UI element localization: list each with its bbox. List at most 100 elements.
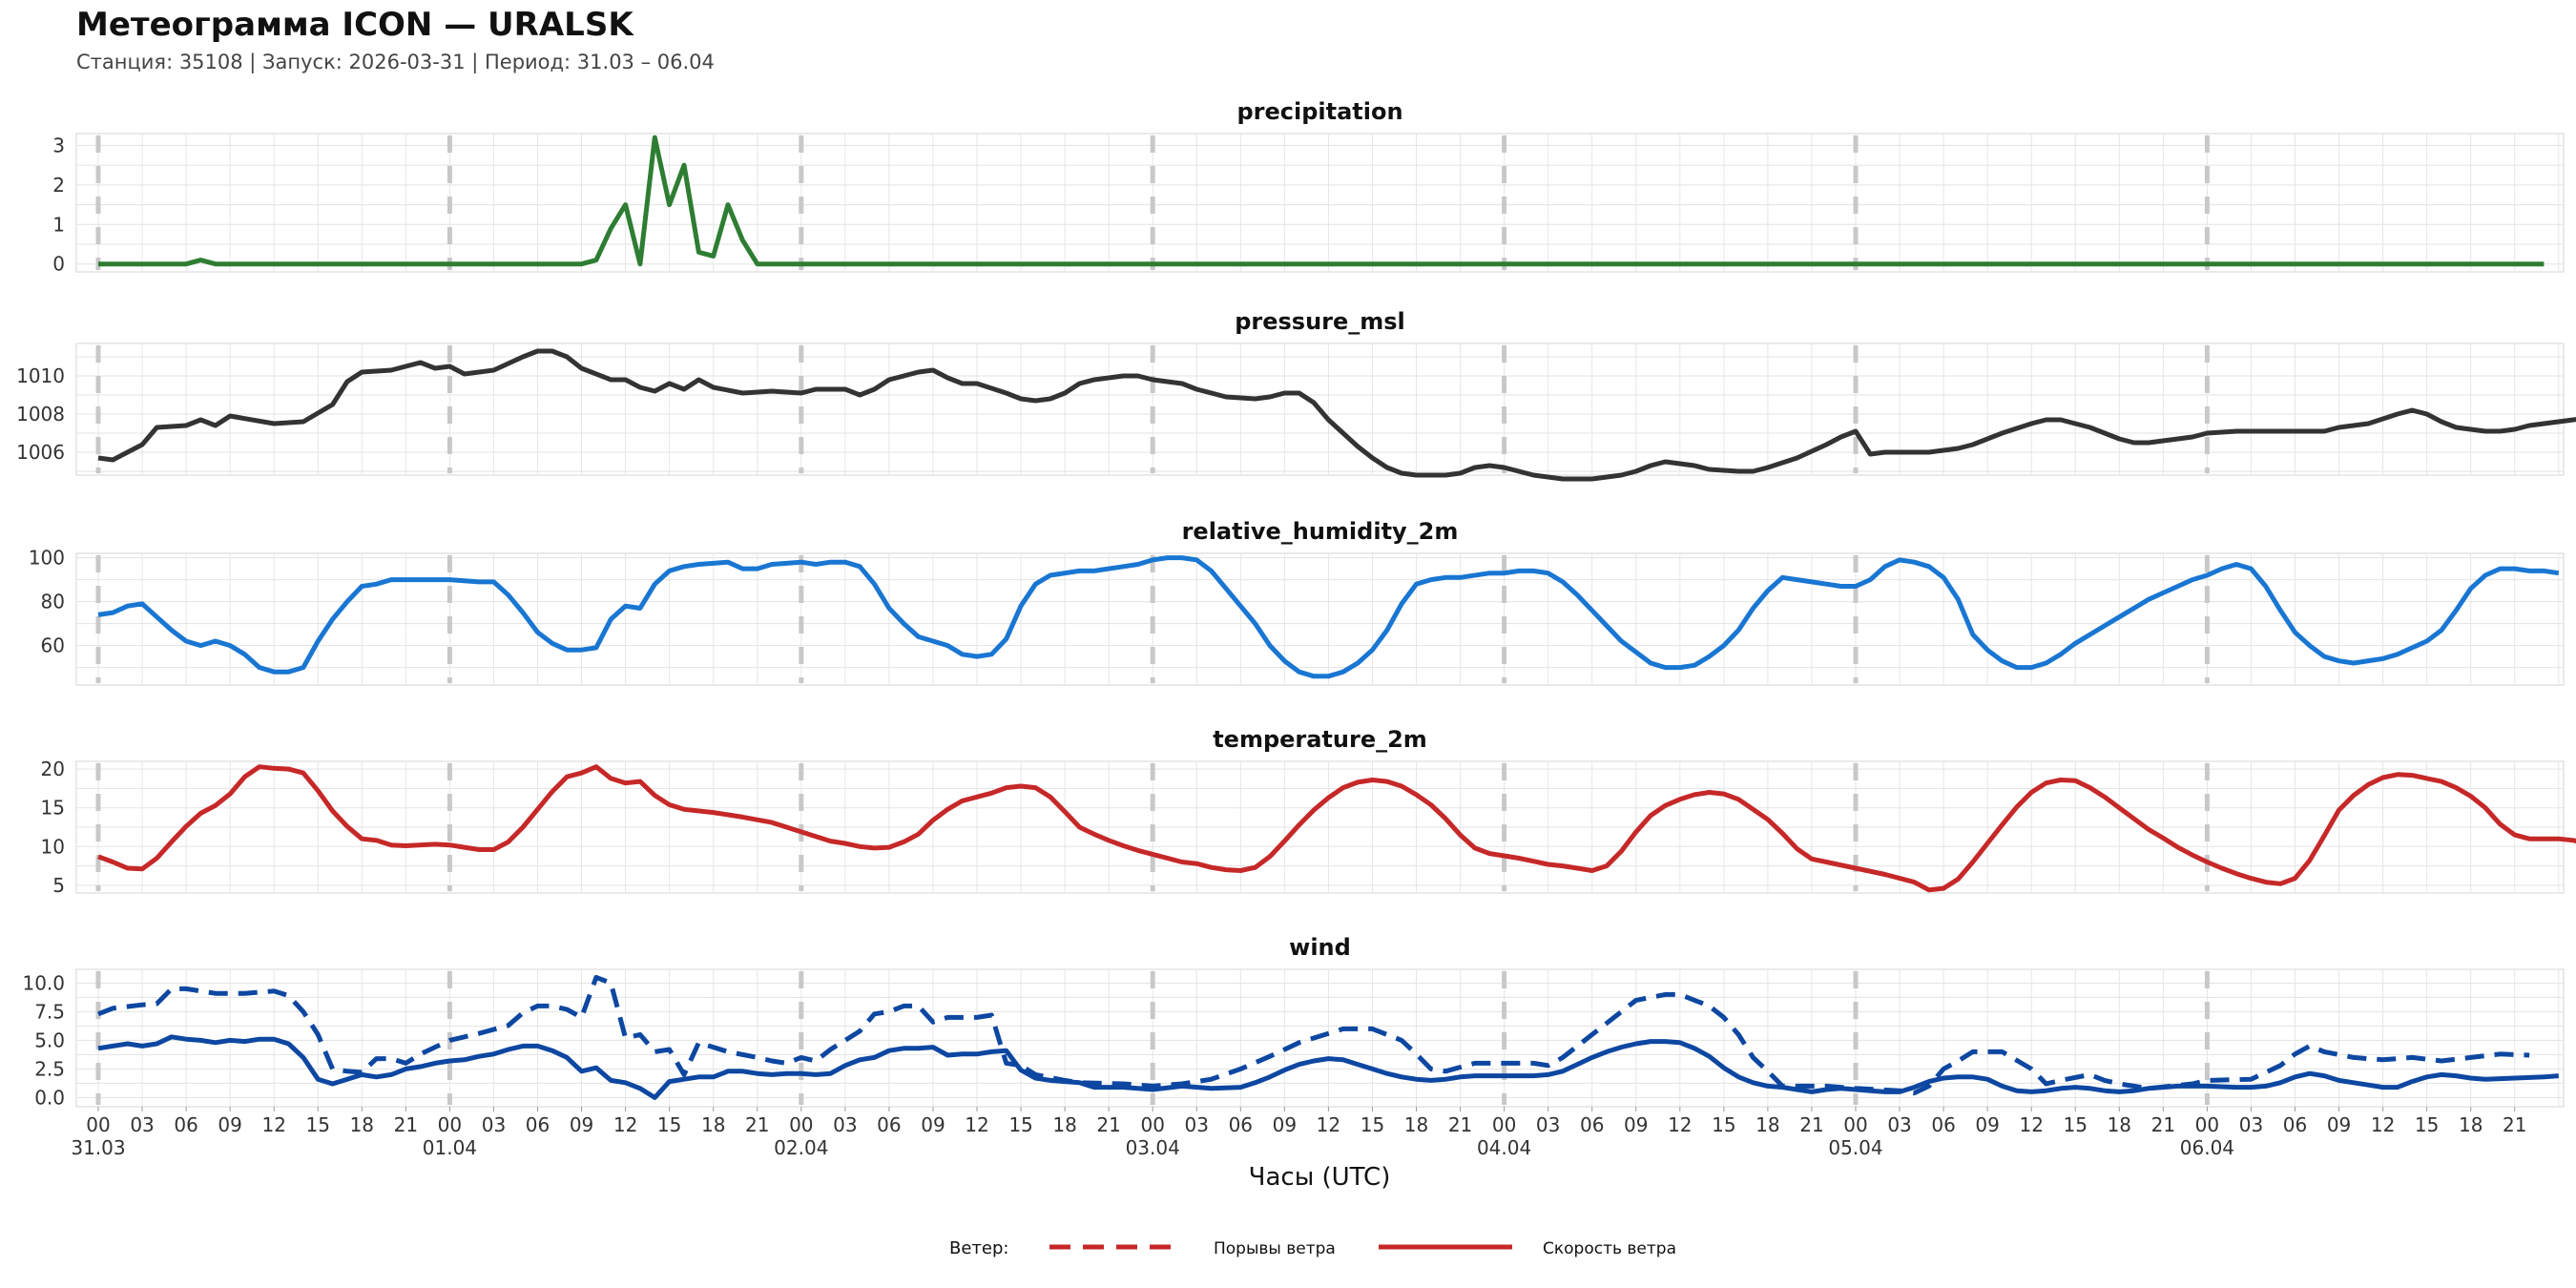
series-line-Скорость ветра — [97, 1034, 2559, 1100]
x-axis: 00 03 06 09 12 15 18 21 00 03 06 09 12 15 18 21 00 03 06 09… — [71, 1107, 2526, 1159]
x-tick-label: 18 — [1052, 1113, 1076, 1136]
x-tick-label: 00 — [86, 1113, 110, 1136]
x-tick-label: 18 — [701, 1113, 725, 1136]
y-tick-label: 7.5 — [34, 1000, 65, 1023]
x-tick-label: 09 — [1975, 1113, 1999, 1136]
y-tick-label: 5 — [52, 874, 65, 897]
panel-temperature_2m: 5 10 15 20 temperature_2m — [41, 726, 2576, 897]
x-tick-label: 21 — [2151, 1113, 2175, 1136]
x-tick-label: 03 — [1536, 1113, 1560, 1136]
x-tick-label: 21 — [2503, 1113, 2526, 1136]
y-tick-label: 1008 — [16, 403, 65, 426]
x-tick-label: 06 — [1229, 1113, 1253, 1136]
x-tick-label: 15 — [1712, 1113, 1735, 1136]
day-label: 03.04 — [1126, 1136, 1180, 1159]
x-tick-label: 18 — [2459, 1113, 2483, 1136]
x-tick-label: 06 — [1580, 1113, 1604, 1136]
x-tick-label: 00 — [1843, 1113, 1867, 1136]
x-tick-label: 06 — [2283, 1113, 2307, 1136]
x-tick-label: 03 — [482, 1113, 506, 1136]
y-tick-label: 1010 — [16, 364, 65, 387]
day-label: 02.04 — [774, 1136, 828, 1159]
x-tick-label: 06 — [526, 1113, 550, 1136]
x-tick-label: 12 — [965, 1113, 988, 1136]
legend: Ветер: Порывы ветра Скорость ветра — [949, 1238, 1676, 1258]
x-tick-label: 00 — [1492, 1113, 1516, 1136]
y-tick-label: 5.0 — [34, 1028, 65, 1051]
panel-relative_humidity_2m: 60 80 100 relative_humidity_2m — [29, 518, 2565, 686]
day-label: 06.04 — [2180, 1136, 2234, 1159]
series-line-precipitation — [98, 135, 2545, 267]
x-tick-label: 00 — [2195, 1113, 2219, 1136]
day-label: 05.04 — [1828, 1136, 1882, 1159]
series-line-relative_humidity_2m — [97, 555, 2560, 679]
series-line-temperature_2m — [97, 764, 2576, 893]
x-tick-label: 21 — [1799, 1113, 1823, 1136]
x-axis-label: Часы (UTC) — [1249, 1163, 1391, 1192]
x-tick-label: 15 — [2064, 1113, 2088, 1136]
y-tick-label: 10.0 — [22, 971, 65, 994]
panel-title: pressure_msl — [1235, 308, 1405, 335]
y-tick-label: 80 — [41, 591, 65, 613]
panel-title: temperature_2m — [1213, 726, 1427, 753]
x-tick-label: 15 — [1361, 1113, 1384, 1136]
day-label: 01.04 — [423, 1136, 477, 1159]
legend-speed-label: Скорость ветра — [1543, 1239, 1676, 1258]
x-tick-label: 21 — [1096, 1113, 1120, 1136]
y-tick-label: 1006 — [16, 441, 65, 464]
x-tick-label: 12 — [2019, 1113, 2043, 1136]
x-tick-label: 21 — [745, 1113, 769, 1136]
x-tick-label: 21 — [1448, 1113, 1472, 1136]
panel-precipitation: 0 1 2 3 precipitation — [52, 98, 2565, 276]
panel-title: relative_humidity_2m — [1182, 518, 1459, 545]
x-tick-label: 09 — [1273, 1113, 1297, 1136]
x-tick-label: 03 — [130, 1113, 154, 1136]
legend-title: Ветер: — [949, 1238, 1008, 1258]
x-tick-label: 12 — [2371, 1113, 2395, 1136]
x-tick-label: 06 — [174, 1113, 197, 1136]
x-tick-label: 06 — [1931, 1113, 1955, 1136]
x-tick-label: 09 — [570, 1113, 593, 1136]
x-tick-label: 15 — [2415, 1113, 2439, 1136]
x-tick-label: 18 — [350, 1113, 374, 1136]
y-tick-label: 2 — [52, 174, 65, 197]
x-tick-label: 12 — [261, 1113, 285, 1136]
series-line-Порывы ветра — [97, 974, 2530, 1096]
y-tick-label: 10 — [41, 835, 65, 858]
x-tick-label: 18 — [1755, 1113, 1779, 1136]
day-label: 04.04 — [1477, 1136, 1531, 1159]
x-tick-label: 21 — [394, 1113, 418, 1136]
x-tick-label: 12 — [1668, 1113, 1692, 1136]
y-tick-label: 100 — [29, 547, 65, 570]
x-tick-label: 09 — [2327, 1113, 2351, 1136]
x-tick-label: 12 — [613, 1113, 637, 1136]
x-tick-label: 18 — [2108, 1113, 2131, 1136]
x-tick-label: 00 — [438, 1113, 462, 1136]
panel-pressure_msl: 1006 1008 1010 pressure_msl — [16, 308, 2576, 482]
y-tick-label: 60 — [41, 634, 65, 657]
y-tick-label: 20 — [41, 758, 65, 780]
x-tick-label: 09 — [1624, 1113, 1648, 1136]
y-tick-label: 2.5 — [34, 1057, 65, 1080]
y-tick-label: 0 — [52, 253, 65, 276]
x-tick-label: 00 — [1140, 1113, 1164, 1136]
panels-layer: 0 1 2 3 precipitation 1006 1008 1010 pressure_ms… — [16, 98, 2576, 1109]
chart-title: Метеограмма ICON — URALSK — [76, 6, 634, 44]
panel-frame — [75, 133, 2565, 273]
panel-wind: 0.0 2.5 5.0 7.5 10.0 wind — [22, 934, 2565, 1109]
x-tick-label: 00 — [789, 1113, 813, 1136]
x-tick-label: 03 — [1185, 1113, 1209, 1136]
x-tick-label: 06 — [877, 1113, 901, 1136]
x-tick-label: 03 — [2239, 1113, 2263, 1136]
day-label: 31.03 — [71, 1136, 125, 1159]
panel-frame — [75, 552, 2565, 686]
x-tick-label: 03 — [833, 1113, 857, 1136]
x-tick-label: 03 — [1887, 1113, 1911, 1136]
y-tick-label: 3 — [52, 134, 65, 156]
legend-gusts-label: Порывы ветра — [1214, 1239, 1336, 1258]
x-tick-label: 15 — [657, 1113, 681, 1136]
panel-title: precipitation — [1236, 98, 1402, 125]
x-tick-label: 15 — [1008, 1113, 1032, 1136]
chart-subtitle: Станция: 35108 | Запуск: 2026-03-31 | Пе… — [76, 51, 715, 73]
